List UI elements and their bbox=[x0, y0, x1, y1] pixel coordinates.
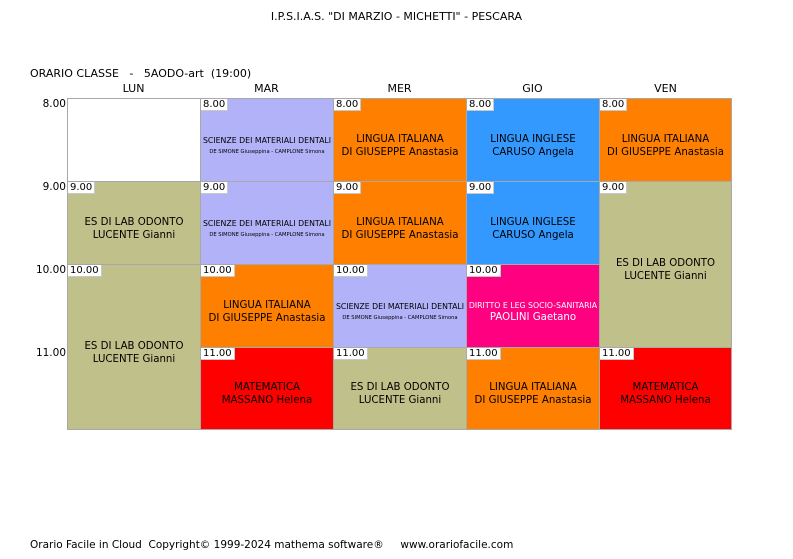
lesson-teacher: LUCENTE Gianni bbox=[624, 271, 707, 282]
lesson-subject: LINGUA ITALIANA bbox=[489, 382, 577, 393]
school-title: I.P.S.I.A.S. "DI MARZIO - MICHETTI" - PE… bbox=[270, 10, 523, 23]
lesson-subject: LINGUA ITALIANA bbox=[356, 133, 444, 145]
day-header-gio: GIO bbox=[522, 82, 543, 95]
lesson-time: 9.00 bbox=[467, 182, 495, 194]
lesson-cell bbox=[67, 98, 201, 182]
lesson-cell: 8.00 LINGUA ITALIANA DI GIUSEPPE Anastas… bbox=[599, 98, 732, 182]
lesson-subject: LINGUA INGLESE bbox=[490, 133, 576, 145]
lesson-subject: ES DI LAB ODONTO bbox=[615, 258, 716, 269]
lesson-time: 8.00 bbox=[201, 99, 229, 111]
lesson-subject: SCIENZE DEI MATERIALI DENTALI bbox=[335, 301, 465, 311]
lesson-teacher: DE SIMONE Giuseppina - CAMPLONE Simona bbox=[209, 148, 325, 155]
lesson-time: 9.00 bbox=[201, 182, 229, 194]
lesson-time: 8.00 bbox=[467, 99, 495, 111]
lesson-teacher: LUCENTE Gianni bbox=[92, 229, 176, 241]
lesson-teacher: DE SIMONE Giuseppina - CAMPLONE Simona bbox=[209, 231, 325, 238]
day-header-mar: MAR bbox=[254, 82, 279, 95]
lesson-time: 11.00 bbox=[600, 348, 634, 360]
hour-label-10: 10.00 bbox=[35, 264, 66, 276]
lesson-cell: 8.00 SCIENZE DEI MATERIALI DENTALI DE SI… bbox=[200, 98, 334, 182]
lesson-teacher: DI GIUSEPPE Anastasia bbox=[208, 312, 326, 324]
lesson-time: 10.00 bbox=[68, 265, 102, 277]
lesson-cell: 10.00 ES DI LAB ODONTO LUCENTE Gianni bbox=[67, 264, 201, 430]
lesson-teacher: LUCENTE Gianni bbox=[358, 395, 442, 406]
lesson-subject: MATEMATICA bbox=[632, 382, 699, 393]
lesson-teacher: DI GIUSEPPE Anastasia bbox=[341, 146, 459, 158]
hour-label-9: 9.00 bbox=[42, 181, 66, 193]
lesson-cell: 8.00 LINGUA ITALIANA DI GIUSEPPE Anastas… bbox=[333, 98, 467, 182]
day-header-ven: VEN bbox=[654, 82, 677, 95]
lesson-teacher: PAOLINI Gaetano bbox=[489, 311, 577, 323]
lesson-subject: DIRITTO E LEG SOCIO-SANITARIA bbox=[468, 300, 598, 310]
hour-label-11: 11.00 bbox=[35, 347, 66, 359]
lesson-time: 11.00 bbox=[467, 348, 501, 360]
footer-copyright: Orario Facile in Cloud Copyright© 1999-2… bbox=[30, 539, 514, 551]
lesson-cell: 10.00 SCIENZE DEI MATERIALI DENTALI DE S… bbox=[333, 264, 467, 348]
lesson-time: 11.00 bbox=[201, 348, 235, 360]
class-title: ORARIO CLASSE - 5AODO-art (19:00) bbox=[30, 67, 252, 80]
lesson-time: 9.00 bbox=[68, 182, 96, 194]
lesson-cell: 11.00 MATEMATICA MASSANO Helena bbox=[599, 347, 732, 430]
lesson-subject: ES DI LAB ODONTO bbox=[350, 382, 450, 393]
lesson-cell: 9.00 ES DI LAB ODONTO LUCENTE Gianni bbox=[599, 181, 732, 348]
lesson-subject: LINGUA ITALIANA bbox=[621, 133, 710, 145]
lesson-cell: 9.00 LINGUA INGLESE CARUSO Angela bbox=[466, 181, 600, 265]
lesson-teacher: MASSANO Helena bbox=[620, 395, 711, 406]
lesson-teacher: DI GIUSEPPE Anastasia bbox=[341, 229, 459, 241]
lesson-cell: 11.00 MATEMATICA MASSANO Helena bbox=[200, 347, 334, 430]
lesson-cell: 9.00 SCIENZE DEI MATERIALI DENTALI DE SI… bbox=[200, 181, 334, 265]
lesson-cell: 9.00 ES DI LAB ODONTO LUCENTE Gianni bbox=[67, 181, 201, 265]
day-header-lun: LUN bbox=[122, 82, 145, 95]
lesson-subject: LINGUA ITALIANA bbox=[356, 216, 444, 228]
lesson-cell: 10.00 LINGUA ITALIANA DI GIUSEPPE Anasta… bbox=[200, 264, 334, 348]
lesson-time: 9.00 bbox=[334, 182, 362, 194]
lesson-teacher: MASSANO Helena bbox=[221, 395, 313, 406]
lesson-subject: ES DI LAB ODONTO bbox=[84, 216, 184, 228]
lesson-cell: 10.00 DIRITTO E LEG SOCIO-SANITARIA PAOL… bbox=[466, 264, 600, 348]
lesson-subject: LINGUA ITALIANA bbox=[223, 299, 311, 311]
lesson-teacher: LUCENTE Gianni bbox=[92, 353, 176, 365]
day-header-mer: MER bbox=[387, 82, 412, 95]
lesson-subject: ES DI LAB ODONTO bbox=[84, 340, 184, 352]
lesson-teacher: DE SIMONE Giuseppina - CAMPLONE Simona bbox=[342, 314, 458, 321]
lesson-subject: MATEMATICA bbox=[234, 382, 300, 393]
hour-label-8: 8.00 bbox=[42, 98, 66, 110]
lesson-time: 10.00 bbox=[334, 265, 368, 277]
lesson-time: 8.00 bbox=[334, 99, 362, 111]
lesson-teacher: DI GIUSEPPE Anastasia bbox=[607, 146, 724, 158]
lesson-teacher: CARUSO Angela bbox=[492, 229, 574, 241]
lesson-teacher: CARUSO Angela bbox=[492, 146, 574, 158]
lesson-teacher: DI GIUSEPPE Anastasia bbox=[474, 395, 592, 406]
lesson-time: 10.00 bbox=[201, 265, 235, 277]
lesson-subject: LINGUA INGLESE bbox=[490, 216, 576, 228]
lesson-time: 9.00 bbox=[600, 182, 628, 194]
lesson-cell: 11.00 ES DI LAB ODONTO LUCENTE Gianni bbox=[333, 347, 467, 430]
lesson-time: 8.00 bbox=[600, 99, 628, 111]
lesson-subject: SCIENZE DEI MATERIALI DENTALI bbox=[202, 218, 332, 228]
lesson-cell: 9.00 LINGUA ITALIANA DI GIUSEPPE Anastas… bbox=[333, 181, 467, 265]
lesson-subject: SCIENZE DEI MATERIALI DENTALI bbox=[202, 135, 332, 145]
lesson-cell: 11.00 LINGUA ITALIANA DI GIUSEPPE Anasta… bbox=[466, 347, 600, 430]
lesson-cell: 8.00 LINGUA INGLESE CARUSO Angela bbox=[466, 98, 600, 182]
lesson-time: 11.00 bbox=[334, 348, 368, 360]
lesson-time: 10.00 bbox=[467, 265, 501, 277]
